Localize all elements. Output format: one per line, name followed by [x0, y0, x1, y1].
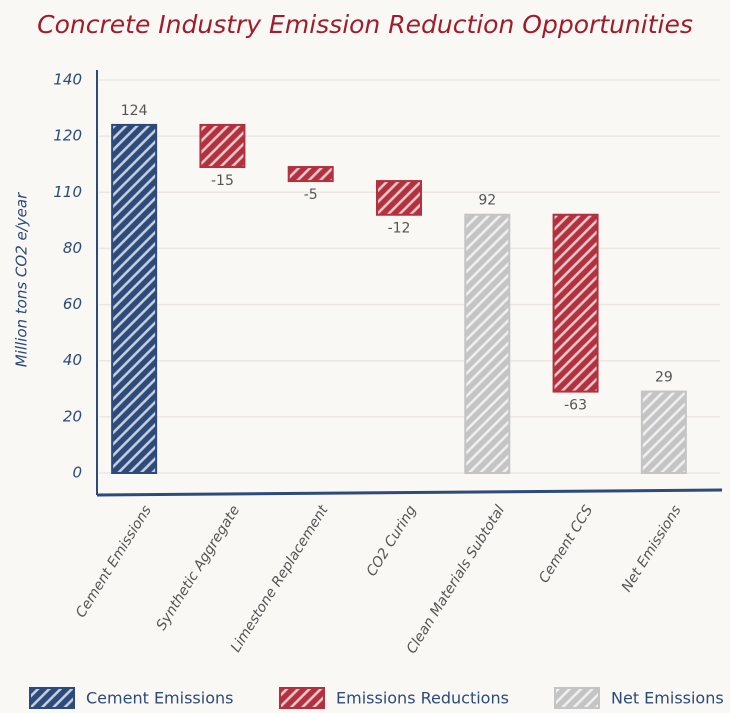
legend-label: Net Emissions — [611, 689, 724, 708]
chart-title: Concrete Industry Emission Reduction Opp… — [37, 10, 693, 39]
value-label: -5 — [304, 187, 318, 203]
value-label: -15 — [211, 173, 234, 189]
bar — [640, 390, 687, 475]
y-tick-label: 110 — [53, 183, 82, 201]
y-tick-label: 60 — [63, 295, 82, 313]
bar — [199, 123, 246, 169]
value-label: -12 — [388, 221, 411, 237]
x-tick-label: CO2 Curing — [364, 503, 420, 580]
x-axis — [96, 488, 723, 497]
value-label: 29 — [655, 370, 673, 386]
legend-swatch — [29, 687, 75, 709]
x-tick-label: Cement CCS — [536, 503, 596, 586]
value-label: 124 — [121, 103, 148, 119]
legend-swatch — [554, 687, 600, 709]
x-tick-label: Clean Materials Subtotal — [404, 503, 508, 657]
value-label: -63 — [564, 398, 587, 414]
bar — [287, 166, 334, 183]
x-tick-label: Limestone Replacement — [228, 502, 332, 655]
legend-label: Cement Emissions — [86, 689, 233, 708]
bar — [552, 213, 599, 393]
y-tick-label: 120 — [53, 127, 82, 145]
y-tick-label: 0 — [72, 464, 82, 482]
bar — [111, 123, 158, 475]
legend-swatch — [279, 687, 325, 709]
y-axis-label: Million tons CO2 e/year — [13, 192, 31, 367]
y-tick-label: 140 — [53, 71, 82, 89]
x-tick-label: Cement Emissions — [73, 503, 155, 621]
bar — [464, 213, 511, 474]
y-tick-label: 20 — [63, 407, 82, 425]
legend-label: Emissions Reductions — [336, 689, 509, 708]
y-tick-label: 80 — [63, 239, 82, 257]
y-tick-label: 40 — [63, 351, 82, 369]
x-tick-label: Net Emissions — [619, 503, 685, 595]
bar — [376, 180, 422, 216]
x-tick-label: Synthetic Aggregate — [153, 503, 243, 633]
value-label: 92 — [478, 193, 496, 209]
